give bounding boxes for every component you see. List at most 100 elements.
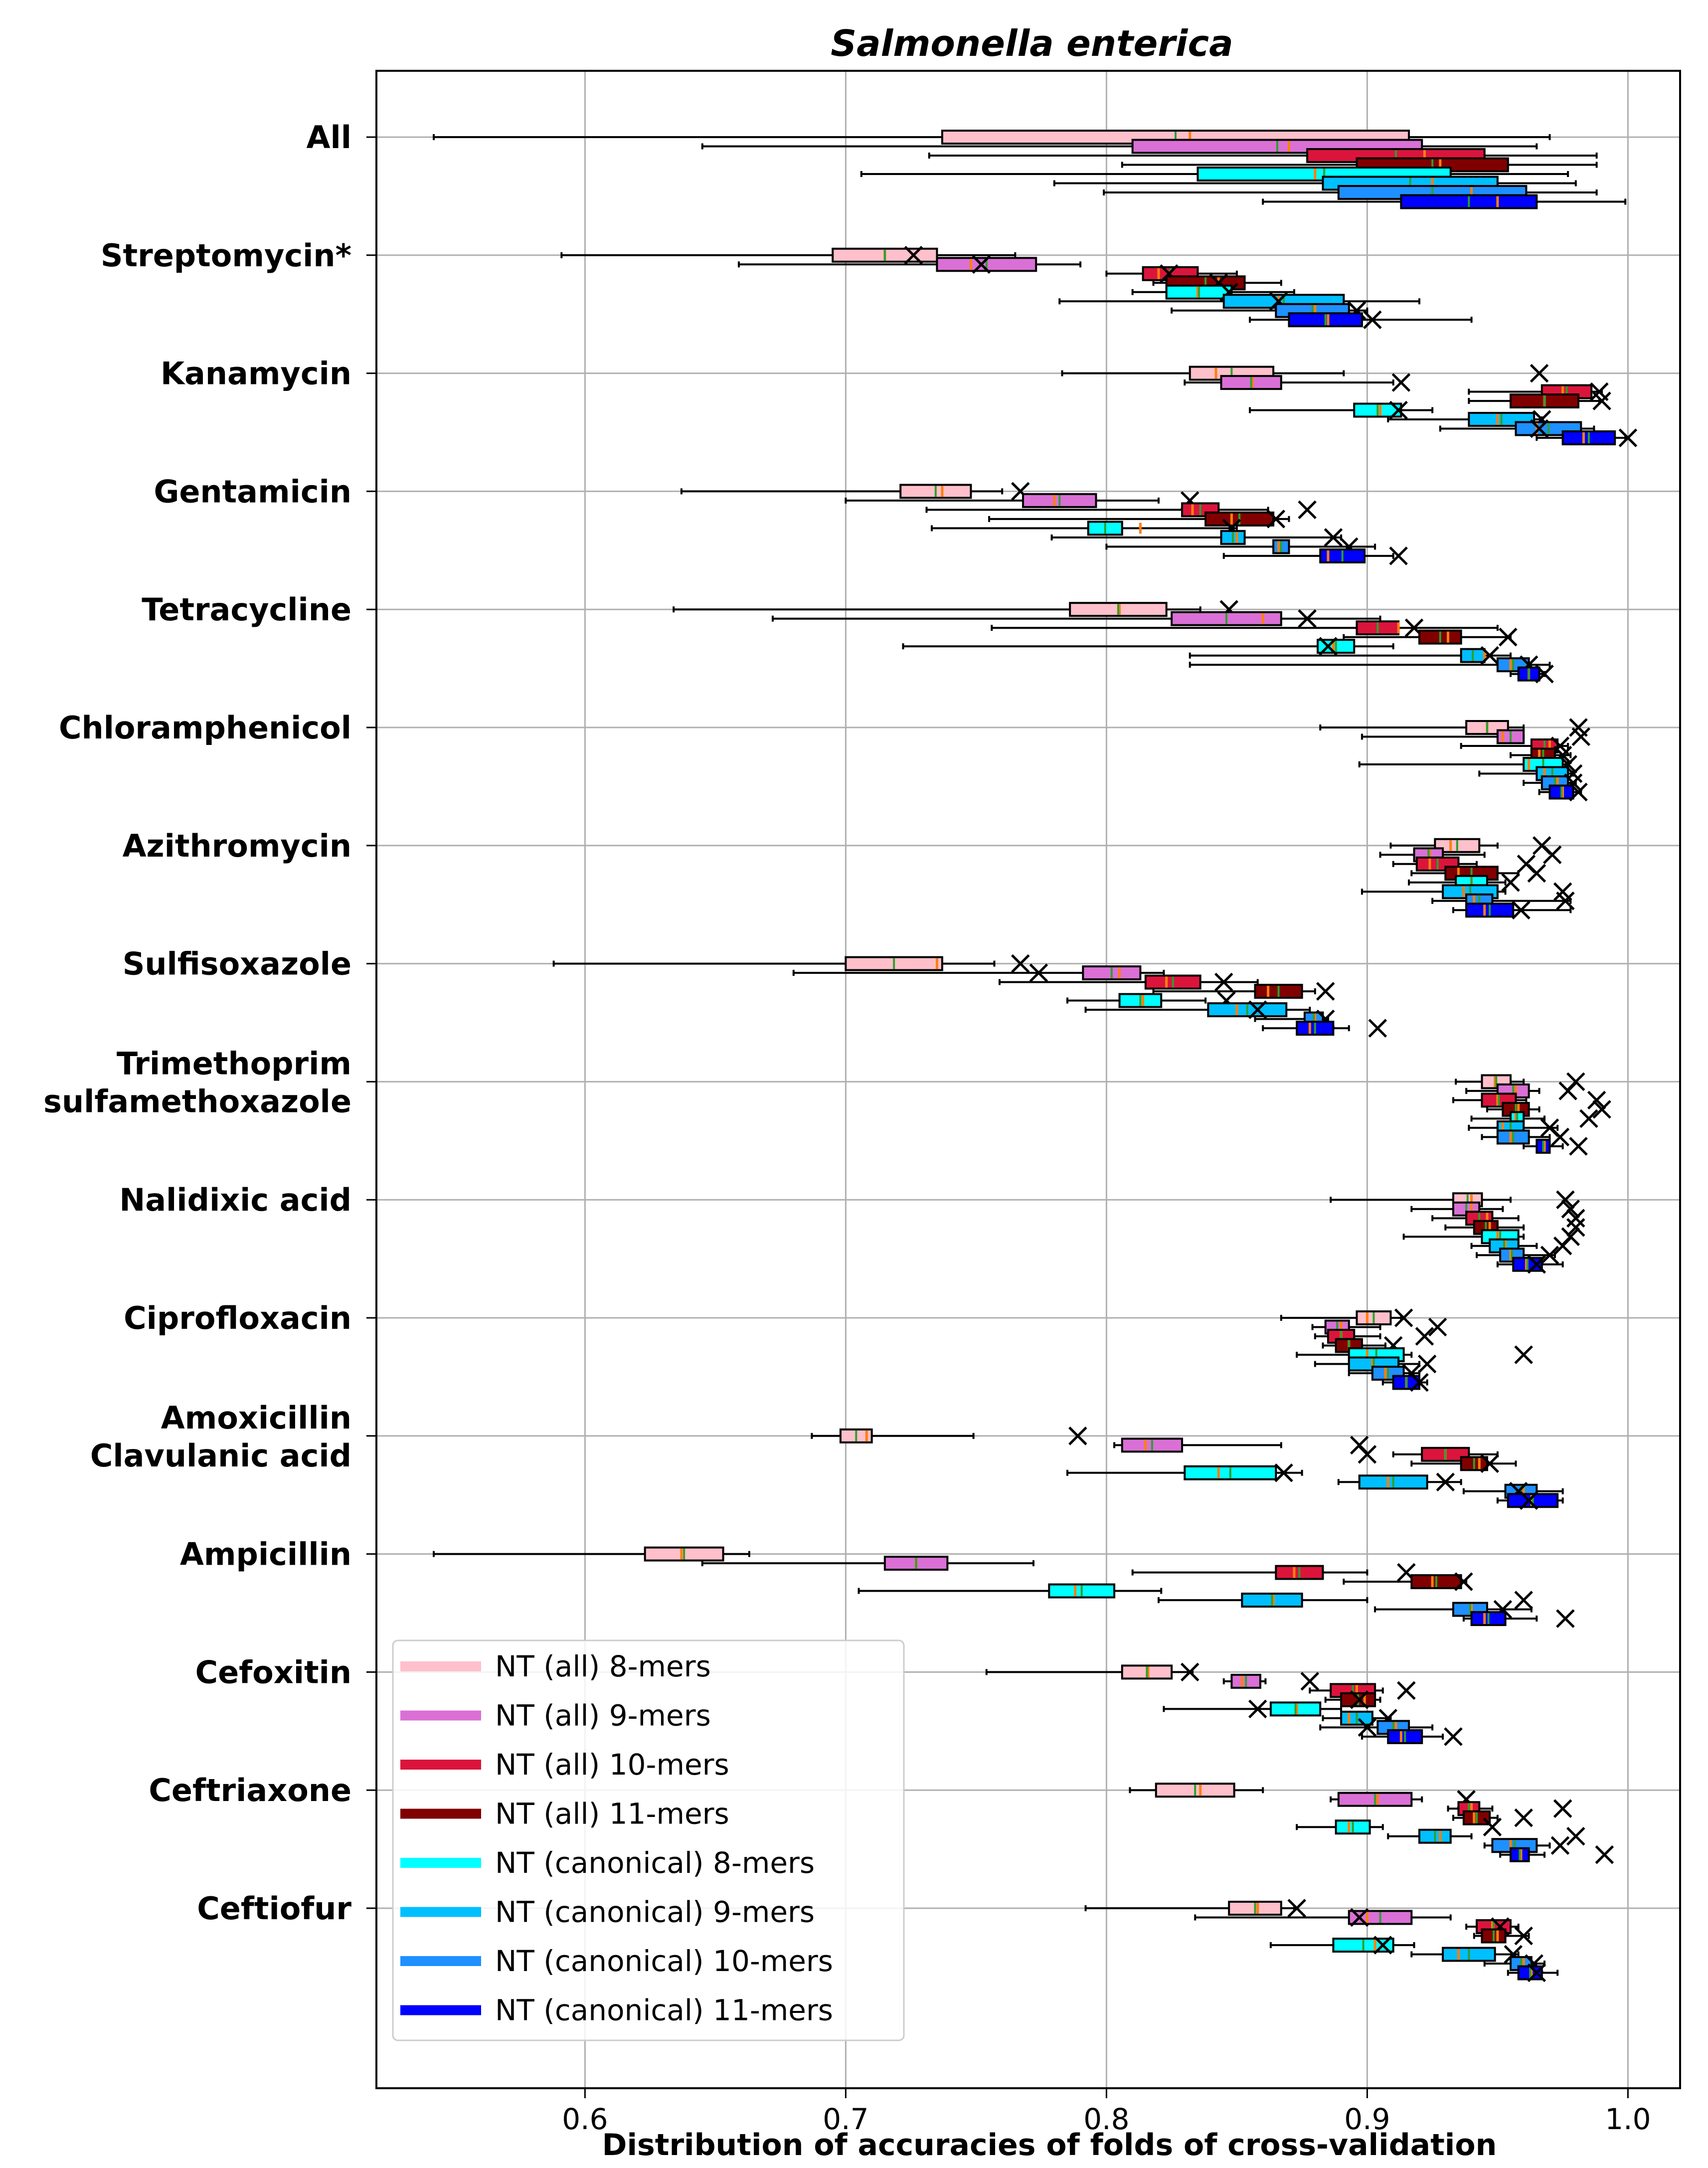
box-nt-canonical-10-mers bbox=[1476, 1246, 1559, 1265]
box-nt-canonical-11-mers bbox=[1222, 546, 1408, 565]
outlier-marker bbox=[1592, 391, 1611, 410]
outlier-marker bbox=[1410, 1373, 1429, 1392]
box-nt-canonical-9-mers bbox=[1084, 1000, 1311, 1019]
box-nt-canonical-8-mers bbox=[1470, 1109, 1598, 1128]
box-nt-all-11-mers bbox=[1152, 982, 1335, 1001]
outlier-marker bbox=[1480, 1454, 1499, 1473]
box-nt-all-10-mers bbox=[1392, 855, 1536, 874]
box-nt-canonical-9-mers bbox=[1058, 292, 1420, 311]
box-nt-canonical-11-mers bbox=[1523, 1137, 1588, 1156]
outlier-marker bbox=[1483, 1817, 1502, 1836]
legend-label: NT (canonical) 10-mers bbox=[495, 1944, 833, 1978]
legend-label: NT (all) 10-mers bbox=[495, 1748, 729, 1782]
outlier-marker bbox=[1389, 400, 1408, 420]
box-nt-canonical-8-mers bbox=[1296, 1817, 1502, 1836]
outlier-marker bbox=[972, 255, 991, 274]
x-axis-label: Distribution of accuracies of folds of c… bbox=[602, 2128, 1497, 2163]
legend-swatch bbox=[400, 1907, 481, 1917]
box-nt-all-8-mers bbox=[433, 1546, 750, 1562]
outlier-marker bbox=[1180, 1662, 1199, 1682]
outlier-marker bbox=[1530, 419, 1549, 438]
outlier-marker bbox=[1512, 901, 1531, 920]
outlier-marker bbox=[1550, 1836, 1570, 1855]
outlier-marker bbox=[1480, 646, 1499, 665]
outlier-marker bbox=[1566, 1218, 1585, 1237]
box-nt-all-9-mers bbox=[1194, 1908, 1452, 1927]
box-nt-all-8-mers bbox=[552, 954, 1030, 973]
box-nt-all-10-mers bbox=[1131, 1563, 1416, 1582]
box-nt-all-8-mers bbox=[673, 600, 1238, 619]
box-nt-canonical-11-mers bbox=[1452, 901, 1572, 920]
box-nt-all-10-mers bbox=[1452, 1090, 1606, 1110]
outlier-marker bbox=[1417, 1354, 1437, 1374]
outlier-marker bbox=[1587, 1090, 1606, 1110]
legend-swatch bbox=[400, 2005, 481, 2015]
outlier-marker bbox=[1319, 637, 1338, 656]
box-nt-canonical-9-mers bbox=[1337, 1472, 1462, 1492]
box-nt-all-10-mers bbox=[1314, 1327, 1434, 1346]
legend-swatch bbox=[400, 1956, 481, 1966]
outlier-marker bbox=[1527, 1255, 1546, 1274]
box-nt-canonical-8-mers bbox=[930, 519, 1241, 538]
box-nt-canonical-11-mers bbox=[1510, 664, 1554, 684]
box-nt-canonical-10-mers bbox=[1439, 419, 1595, 438]
box-nt-canonical-8-mers bbox=[1066, 991, 1236, 1010]
outlier-marker bbox=[1068, 1427, 1087, 1445]
outlier-marker bbox=[1571, 727, 1591, 746]
legend-label: NT (all) 9-mers bbox=[495, 1699, 711, 1733]
outlier-marker bbox=[1415, 1327, 1434, 1346]
outlier-marker bbox=[1561, 1199, 1580, 1219]
x-tick-label: 0.9 bbox=[1344, 2102, 1390, 2136]
box-nt-all-11-mers bbox=[1343, 1572, 1473, 1591]
box-nt-all-8-mers bbox=[985, 1662, 1199, 1682]
outlier-marker bbox=[1566, 1826, 1585, 1846]
box-nt-all-11-mers bbox=[1410, 1454, 1517, 1473]
category-label: All bbox=[307, 119, 352, 156]
x-tick-label: 0.6 bbox=[562, 2102, 608, 2136]
outlier-marker bbox=[1592, 1100, 1611, 1119]
axes: 0.6 0.7 0.8 0.9 1.0 All Streptomycin* Kanamycin… bbox=[43, 70, 1681, 2136]
outlier-marker bbox=[1394, 1308, 1413, 1327]
outlier-marker bbox=[1287, 1899, 1306, 1918]
legend-frame bbox=[392, 1639, 905, 2041]
box-nt-all-8-mers bbox=[811, 1427, 1087, 1445]
box-nt-canonical-9-mers bbox=[1387, 1826, 1585, 1846]
box-nt-canonical-10-mers bbox=[1481, 1127, 1570, 1147]
chart-title: Salmonella enterica bbox=[831, 22, 1233, 64]
outlier-marker bbox=[1350, 1690, 1369, 1709]
box-nt-all-10-mers bbox=[1447, 1799, 1572, 1818]
box-nt-all-8-mers bbox=[1084, 1899, 1306, 1918]
legend-swatch bbox=[400, 1858, 481, 1868]
outlier-marker bbox=[1569, 1137, 1588, 1156]
outlier-marker bbox=[1527, 864, 1546, 883]
outlier-marker bbox=[1324, 528, 1343, 547]
box-nt-canonical-11-mers bbox=[1361, 1727, 1463, 1746]
category-label: Sulfisoxazole bbox=[123, 946, 351, 982]
box-nt-canonical-9-mers bbox=[1410, 1945, 1523, 1964]
outlier-marker bbox=[1514, 1926, 1533, 1946]
outlier-marker bbox=[1248, 1699, 1267, 1719]
category-label: Ciprofloxacin bbox=[124, 1300, 351, 1336]
box-nt-canonical-8-mers bbox=[1249, 400, 1434, 420]
outlier-marker bbox=[1566, 1209, 1585, 1228]
category-label: Tetracycline bbox=[142, 591, 351, 628]
outlier-marker bbox=[1550, 1127, 1570, 1147]
outlier-marker bbox=[1542, 845, 1562, 865]
box-nt-canonical-11-mers bbox=[1536, 428, 1638, 447]
category-label: Trimethoprim bbox=[117, 1045, 351, 1082]
outlier-marker bbox=[1540, 1246, 1559, 1265]
box-nt-canonical-11-mers bbox=[1381, 1373, 1429, 1392]
outlier-marker bbox=[1553, 1236, 1572, 1256]
box-nt-all-9-mers bbox=[771, 609, 1381, 628]
category-label: Gentamicin bbox=[154, 473, 351, 510]
outlier-marker bbox=[1029, 963, 1048, 982]
box-nt-canonical-9-mers bbox=[1050, 528, 1343, 547]
box-nt-canonical-11-mers bbox=[1262, 1019, 1387, 1038]
outlier-marker bbox=[1011, 954, 1030, 973]
outlier-marker bbox=[1519, 1491, 1538, 1510]
outlier-marker bbox=[904, 246, 923, 265]
category-label: sulfamethoxazole bbox=[43, 1083, 351, 1119]
outlier-marker bbox=[1514, 1345, 1533, 1364]
outlier-marker bbox=[1553, 1799, 1572, 1818]
outlier-marker bbox=[1397, 1681, 1416, 1700]
